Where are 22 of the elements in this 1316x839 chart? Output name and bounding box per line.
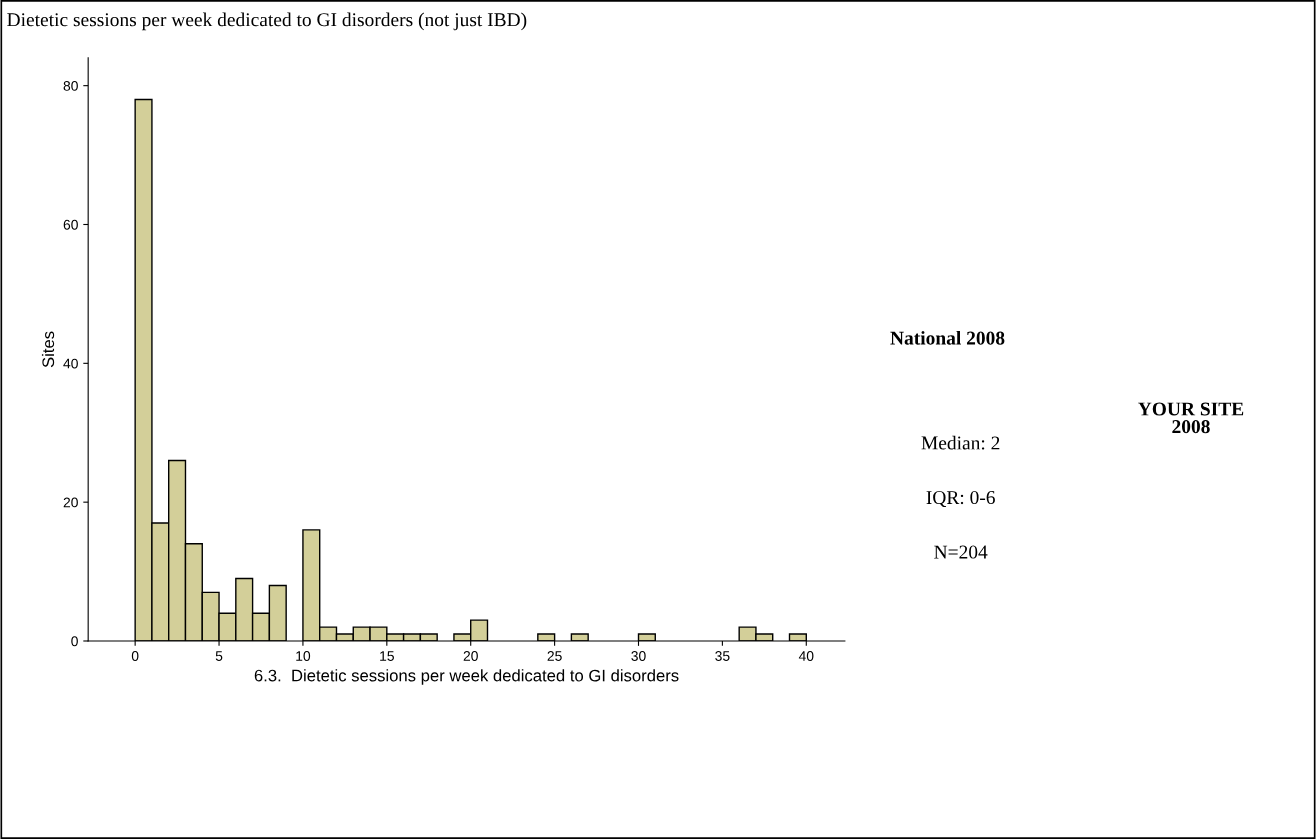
text: N=204	[934, 545, 988, 559]
text: YOUR SITE 2008	[1138, 402, 1244, 434]
y-tick-label: 60	[63, 219, 78, 230]
text: National 2008	[890, 330, 1005, 345]
y-axis-title: Sites	[41, 331, 55, 368]
y-tick-label: 40	[63, 358, 78, 369]
x-tick-label: 25	[547, 651, 562, 661]
x-tick-label: 30	[631, 651, 646, 661]
chart-title: Dietetic sessions per week dedicated to GI disorders (not just IBD)	[7, 12, 527, 31]
x-tick-label: 5	[215, 651, 223, 661]
x-tick-label: 20	[463, 651, 478, 661]
y-tick-label: 20	[63, 497, 78, 508]
text: Median: 2	[921, 435, 1000, 450]
x-tick-label: 10	[296, 651, 311, 661]
x-tick-label: 15	[380, 651, 394, 661]
x-tick-label: 40	[798, 651, 814, 661]
x-tick-label: 35	[715, 651, 730, 661]
x-tick-label: 0	[131, 651, 139, 661]
x-axis-title: 6.3. Dietetic sessions per week dedicated to GI disorders	[254, 669, 679, 685]
y-tick-label: 0	[71, 636, 78, 647]
y-tick-label: 80	[63, 80, 78, 91]
text: IQR: 0-6	[926, 490, 995, 508]
